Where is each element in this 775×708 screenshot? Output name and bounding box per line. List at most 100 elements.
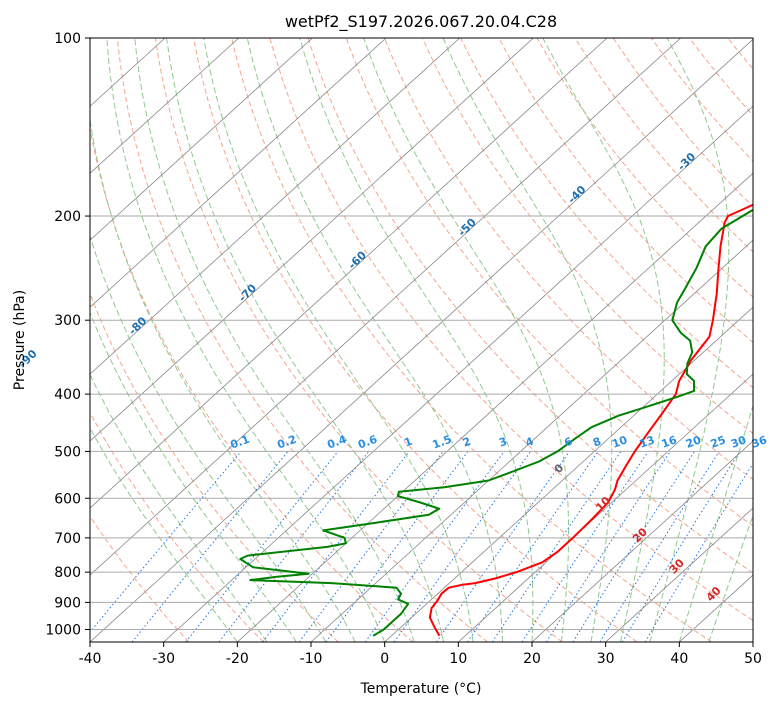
isotherm-line bbox=[163, 105, 753, 642]
x-tick-label: -30 bbox=[152, 651, 175, 667]
y-axis: 100 200 300 400 500 600 700 800 900 1000 bbox=[45, 31, 90, 638]
dry-adiabat-line bbox=[269, 38, 753, 622]
y-tick-label: 500 bbox=[54, 444, 81, 460]
dry-adiabat-line bbox=[116, 38, 488, 642]
x-tick-label: 10 bbox=[449, 651, 467, 667]
dry-adiabat-line bbox=[574, 38, 753, 253]
isotherm-line bbox=[90, 38, 313, 241]
moist-adiabat-line bbox=[678, 404, 753, 642]
isotherm-line bbox=[90, 38, 534, 442]
mixing-ratio-label: 1.5 bbox=[431, 433, 454, 452]
dry-adiabat-line bbox=[231, 38, 712, 642]
y-tick-label: 1000 bbox=[45, 622, 81, 638]
y-tick-label: 600 bbox=[54, 491, 81, 507]
y-tick-label: 100 bbox=[54, 31, 81, 47]
dry-adiabat-line bbox=[536, 38, 753, 298]
dry-adiabat-line bbox=[193, 38, 638, 642]
dry-adiabat-line bbox=[90, 515, 190, 642]
mixing-ratio-label: 6 bbox=[563, 435, 575, 450]
mixing-ratio-line bbox=[435, 451, 571, 642]
mixing-ratio-label: 0.2 bbox=[275, 433, 298, 452]
mixing-ratio-line bbox=[521, 451, 649, 642]
dry-adiabat-line bbox=[307, 38, 753, 574]
moist-adiabat-line bbox=[90, 373, 268, 642]
moist-adiabat-line bbox=[90, 311, 297, 642]
isotherm-line bbox=[384, 306, 753, 642]
isotherm-line bbox=[90, 38, 608, 509]
mixing-ratio-line bbox=[545, 451, 671, 642]
dry-adiabat-line bbox=[460, 38, 753, 389]
moist-adiabat-line bbox=[363, 38, 570, 642]
mixing-ratio-line bbox=[491, 451, 622, 642]
mixing-ratio-label: 25 bbox=[709, 433, 728, 450]
mixing-ratio-line bbox=[621, 451, 741, 642]
x-axis-label: Temperature (°C) bbox=[360, 681, 482, 697]
mixing-ratio-label: 0.4 bbox=[325, 433, 348, 452]
isotherm-line bbox=[90, 38, 682, 576]
mixing-ratio-label: 8 bbox=[591, 435, 603, 450]
mixing-ratio-line bbox=[262, 451, 410, 642]
y-tick-label: 200 bbox=[54, 209, 81, 225]
isotherm-line bbox=[752, 641, 753, 642]
x-tick-label: 20 bbox=[523, 651, 541, 667]
series-layer bbox=[239, 203, 753, 637]
moist-adiabat-line bbox=[90, 116, 356, 642]
mixing-ratio-label: 36 bbox=[750, 433, 769, 451]
moist-adiabat-line bbox=[649, 38, 730, 642]
isotherm-line bbox=[90, 38, 753, 642]
isotherm-line bbox=[90, 38, 240, 174]
dry-adiabat-line bbox=[90, 292, 339, 642]
mixing-ratio-label: 30 bbox=[729, 433, 748, 451]
x-tick-label: 30 bbox=[597, 651, 615, 667]
moist-adiabat-line bbox=[442, 38, 613, 642]
mixing-ratio-label: 4 bbox=[524, 435, 536, 450]
moist-adiabat-line bbox=[203, 38, 474, 642]
dry-adiabat-line bbox=[498, 38, 753, 344]
mixing-ratio-label: 16 bbox=[660, 433, 679, 451]
mixing-ratio-label: 0.6 bbox=[356, 433, 379, 452]
dewpoint-profile-line bbox=[239, 208, 753, 637]
mixing-ratio-label: 10 bbox=[610, 433, 629, 451]
mixing-ratio-label: 0.1 bbox=[229, 433, 252, 452]
mixing-ratio-line bbox=[572, 451, 696, 642]
mixing-ratio-label: 13 bbox=[638, 433, 657, 450]
mixing-ratio-line bbox=[90, 451, 242, 633]
moist-adiabat-line bbox=[90, 426, 238, 642]
y-axis-label: Pressure (hPa) bbox=[12, 290, 28, 390]
mixing-ratio-line bbox=[467, 451, 599, 642]
x-tick-label: -40 bbox=[79, 651, 102, 667]
moist-adiabat-line bbox=[299, 38, 534, 642]
y-tick-label: 300 bbox=[54, 313, 81, 329]
isotherm-line bbox=[605, 507, 753, 642]
y-tick-label: 400 bbox=[54, 387, 81, 403]
temperature-profile-line bbox=[428, 203, 753, 637]
mixing-ratio-line bbox=[298, 451, 444, 642]
moist-adiabat-line bbox=[90, 234, 327, 642]
mixing-ratio-label: 20 bbox=[684, 433, 703, 451]
y-tick-label: 800 bbox=[54, 565, 81, 581]
grid-layer bbox=[90, 38, 775, 642]
x-tick-label: -10 bbox=[300, 651, 323, 667]
dry-adiabat-line bbox=[651, 38, 753, 162]
x-tick-label: 50 bbox=[744, 651, 762, 667]
mixing-ratio-label: 1 bbox=[402, 435, 414, 450]
x-tick-label: 40 bbox=[670, 651, 688, 667]
dry-adiabat-line bbox=[90, 125, 414, 642]
chart-title: wetPf2_S197.2026.067.20.04.C28 bbox=[285, 12, 557, 32]
mixing-ratio-line bbox=[325, 451, 469, 642]
mixing-ratio-line bbox=[364, 451, 505, 642]
moist-adiabat-line bbox=[542, 38, 665, 642]
mixing-ratio-label: 2 bbox=[461, 435, 473, 450]
moist-adiabat-line bbox=[106, 38, 386, 642]
isotherm-line bbox=[90, 38, 387, 308]
mixing-ratio-line bbox=[185, 451, 339, 642]
isotherm-line bbox=[237, 172, 753, 642]
mixing-ratio-label: 3 bbox=[497, 435, 509, 450]
x-tick-label: 0 bbox=[380, 651, 389, 667]
isotherm-line bbox=[90, 38, 461, 375]
plot-frame bbox=[89, 37, 754, 643]
isotherm-line bbox=[531, 440, 753, 642]
dry-adiabat-line bbox=[766, 38, 775, 642]
moist-adiabat-line bbox=[246, 38, 503, 642]
